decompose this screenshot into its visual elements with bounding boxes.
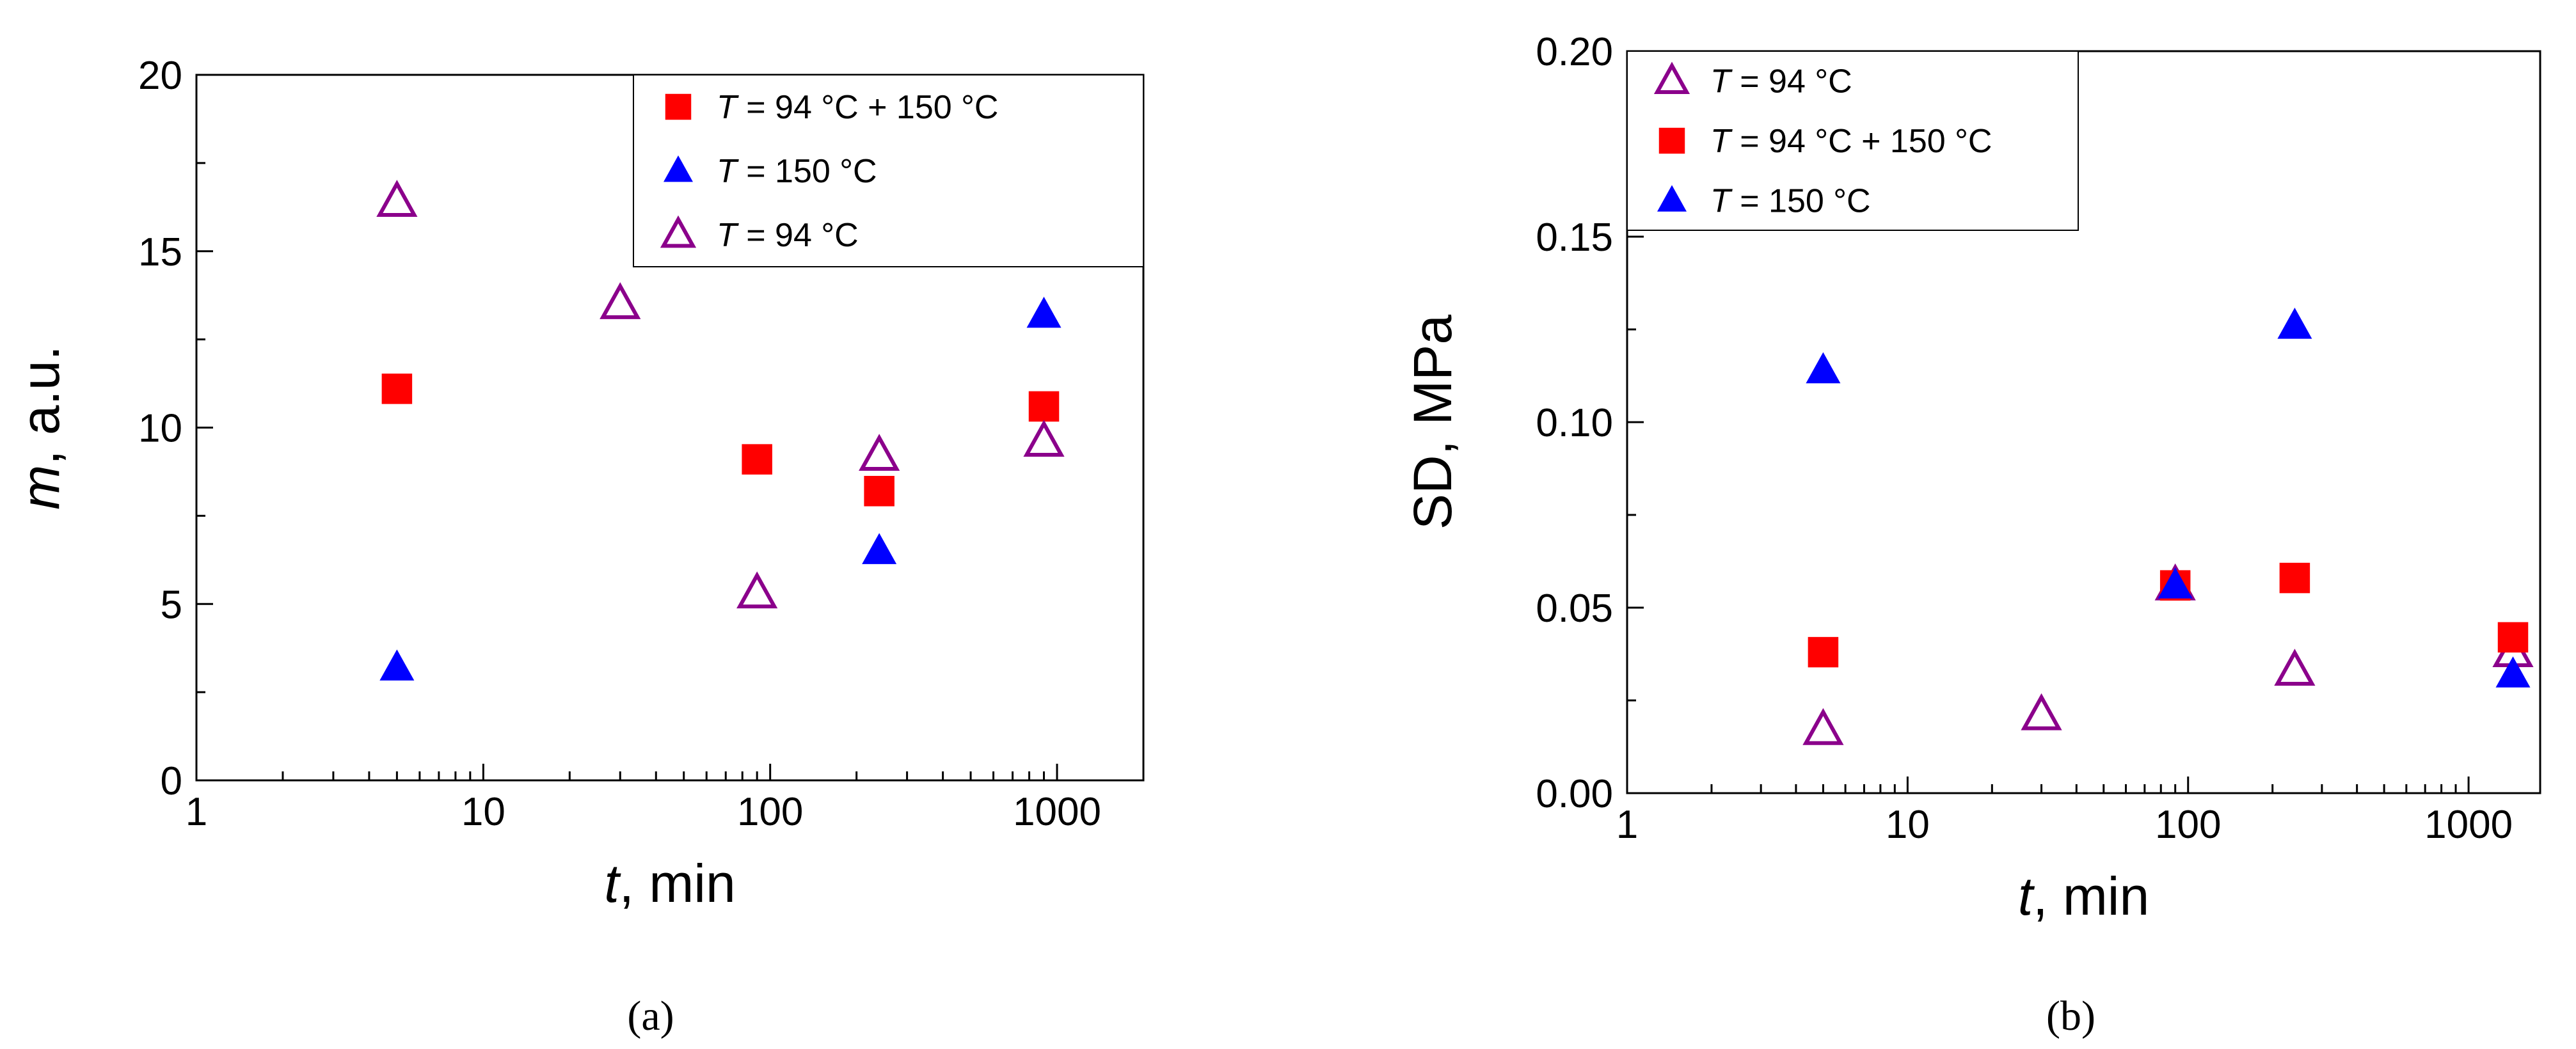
legend-label: T = 150 °C bbox=[1710, 182, 1871, 219]
legend-marker bbox=[1658, 127, 1685, 154]
data-point bbox=[859, 434, 900, 471]
legend: T = 94 °CT = 94 °C + 150 °CT = 150 °C bbox=[1626, 51, 2079, 231]
legend-marker bbox=[660, 215, 697, 248]
series-open_triangle bbox=[376, 180, 1065, 609]
legend-label-var: T bbox=[1710, 63, 1733, 100]
legend-box bbox=[1626, 51, 2079, 231]
data-point bbox=[1026, 296, 1061, 328]
x-tick-label: 1000 bbox=[2424, 803, 2513, 847]
x-tick-label: 100 bbox=[2155, 803, 2221, 847]
data-point bbox=[1023, 420, 1065, 457]
data-point bbox=[862, 533, 897, 564]
legend-label-var: T bbox=[1710, 182, 1733, 219]
legend-label-rest: = 150 °C bbox=[737, 153, 877, 190]
y-tick-labels: 0 5 10 15 20 bbox=[138, 54, 182, 803]
data-point bbox=[742, 444, 772, 475]
legend-label: T = 94 °C bbox=[1710, 63, 1852, 100]
data-point bbox=[1808, 636, 1839, 668]
series-square bbox=[381, 374, 1060, 507]
series-filled_triangle bbox=[1806, 308, 2531, 688]
data-point bbox=[2277, 308, 2312, 339]
y-tick-label: 0.10 bbox=[1536, 401, 1613, 445]
legend-marker bbox=[665, 93, 692, 120]
y-tick-label: 10 bbox=[138, 407, 182, 451]
legend-label-rest: = 94 °C + 150 °C bbox=[1731, 123, 1992, 160]
x-tick-label: 1 bbox=[1616, 803, 1638, 847]
y-tick-label: 0.15 bbox=[1536, 216, 1613, 260]
x-axis-title: t, min bbox=[604, 853, 735, 913]
y-tick-label: 5 bbox=[161, 583, 182, 627]
data-point bbox=[379, 649, 415, 681]
legend-box bbox=[633, 74, 1144, 267]
y-tick-label: 0.05 bbox=[1536, 587, 1613, 631]
data-point bbox=[376, 180, 418, 217]
data-point bbox=[2495, 656, 2531, 688]
x-tick-labels: 1 10 100 1000 bbox=[1616, 803, 2513, 847]
legend-label: T = 94 °C + 150 °C bbox=[1710, 123, 1992, 160]
legend-label-var: T bbox=[717, 217, 739, 254]
data-point bbox=[2497, 622, 2529, 653]
legend-label-rest: = 94 °C + 150 °C bbox=[737, 89, 999, 126]
data-point bbox=[2274, 649, 2316, 686]
data-point bbox=[600, 282, 641, 319]
legend: T = 94 °C + 150 °CT = 150 °CT = 94 °C bbox=[633, 74, 1144, 267]
x-tick-label: 10 bbox=[461, 790, 505, 834]
legend-marker bbox=[1657, 185, 1687, 212]
y-axis-title-var: m bbox=[10, 465, 70, 510]
data-point bbox=[1802, 708, 1844, 745]
legend-marker bbox=[1653, 61, 1690, 95]
y-tick-label: 0 bbox=[161, 759, 182, 803]
series-square bbox=[1808, 562, 2529, 668]
panel-label: (a) bbox=[627, 993, 674, 1039]
y-tick-label: 0.00 bbox=[1536, 772, 1613, 816]
x-tick-label: 100 bbox=[737, 790, 803, 834]
legend-label: T = 94 °C bbox=[717, 217, 859, 254]
legend-label-rest: = 94 °C bbox=[1731, 63, 1852, 100]
data-point bbox=[2021, 693, 2062, 730]
legend-label-var: T bbox=[1710, 123, 1733, 160]
data-point bbox=[2279, 562, 2310, 594]
data-point bbox=[736, 571, 778, 609]
chart-panel-a: 1 10 100 1000 0 5 10 15 20 t, min m, a.u. T = 94 °C… bbox=[10, 54, 1145, 1039]
y-axis-title-unit: SD, MPa bbox=[1403, 315, 1463, 530]
x-axis-ticks bbox=[1626, 777, 2470, 793]
legend-label: T = 94 °C + 150 °C bbox=[717, 89, 998, 126]
y-tick-label: 15 bbox=[138, 230, 182, 274]
x-tick-labels: 1 10 100 1000 bbox=[186, 790, 1101, 834]
series-filled_triangle bbox=[379, 296, 1061, 681]
y-axis-title-unit: , a.u. bbox=[10, 345, 70, 465]
data-point bbox=[1028, 391, 1060, 422]
data-point bbox=[1806, 352, 1841, 384]
y-tick-label: 20 bbox=[138, 54, 182, 98]
panel-label: (b) bbox=[2046, 993, 2095, 1039]
y-axis-ticks bbox=[196, 74, 213, 782]
x-axis-title-var: t bbox=[604, 853, 621, 913]
y-tick-labels: 0.00 0.05 0.10 0.15 0.20 bbox=[1536, 30, 1613, 816]
x-axis-ticks bbox=[195, 764, 1145, 780]
legend-marker bbox=[664, 155, 693, 182]
data-point bbox=[381, 374, 413, 404]
x-tick-label: 1000 bbox=[1013, 790, 1101, 834]
x-tick-label: 1 bbox=[186, 790, 207, 834]
x-axis-title-var: t bbox=[2018, 866, 2035, 926]
data-point bbox=[2158, 567, 2193, 599]
legend-label-rest: = 150 °C bbox=[1731, 182, 1871, 219]
x-axis-title-unit: , min bbox=[2033, 866, 2149, 926]
y-axis-title: SD, MPa bbox=[1403, 315, 1463, 530]
y-tick-label: 0.20 bbox=[1536, 30, 1613, 74]
y-axis-title: m, a.u. bbox=[10, 345, 70, 510]
x-tick-label: 10 bbox=[1886, 803, 1930, 847]
chart-panel-b: 1 10 100 1000 0.00 0.05 0.10 0.15 0.20 t, min SD, … bbox=[1403, 30, 2541, 1039]
legend-label: T = 150 °C bbox=[717, 153, 877, 190]
legend-label-var: T bbox=[717, 89, 739, 126]
data-point bbox=[864, 476, 894, 507]
legend-label-var: T bbox=[717, 153, 739, 190]
x-axis-title: t, min bbox=[2018, 866, 2149, 926]
x-axis-title-unit: , min bbox=[619, 853, 736, 913]
legend-label-rest: = 94 °C bbox=[737, 217, 859, 254]
